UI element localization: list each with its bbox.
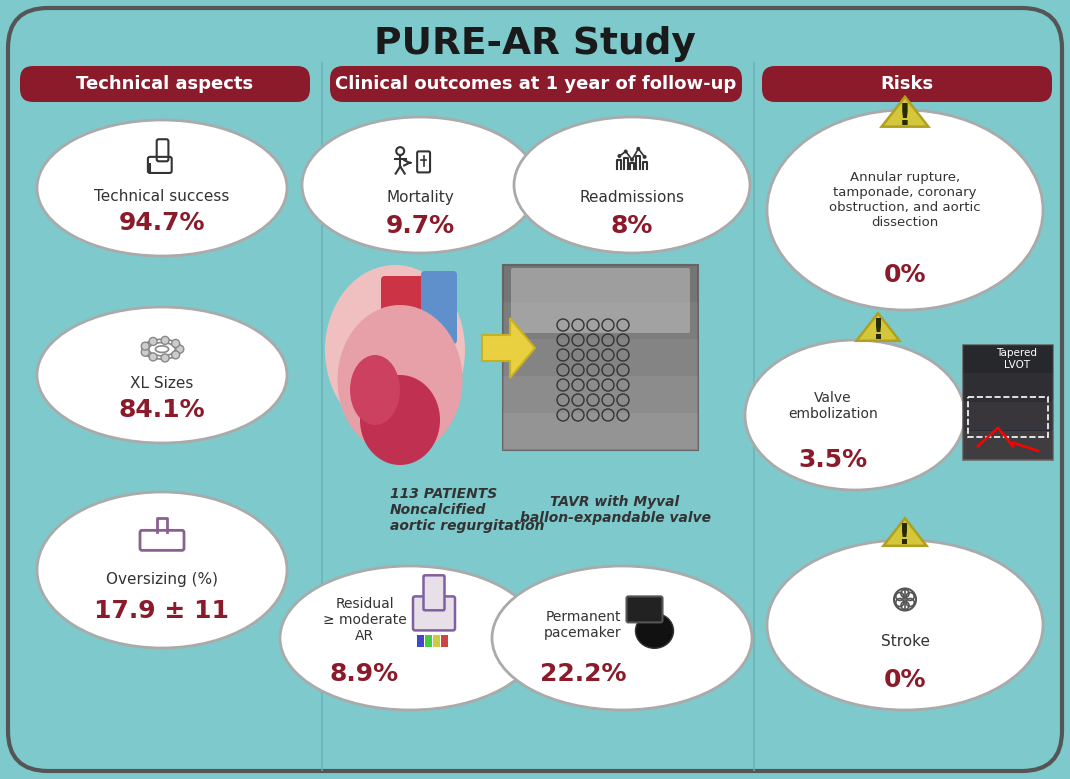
Text: TAVR with Myval
ballon-expandable valve: TAVR with Myval ballon-expandable valve [520, 495, 710, 525]
FancyBboxPatch shape [413, 597, 455, 630]
Text: 9.7%: 9.7% [385, 213, 455, 238]
Circle shape [171, 340, 180, 347]
Polygon shape [882, 97, 929, 127]
Text: Valve
embolization: Valve embolization [789, 391, 877, 421]
Text: !: ! [898, 102, 912, 131]
FancyBboxPatch shape [7, 8, 1063, 771]
Ellipse shape [360, 375, 440, 465]
Text: Risks: Risks [881, 75, 933, 93]
Text: Clinical outcomes at 1 year of follow-up: Clinical outcomes at 1 year of follow-up [335, 75, 736, 93]
Text: Mortality: Mortality [386, 190, 454, 205]
Circle shape [149, 337, 157, 345]
Circle shape [643, 156, 646, 158]
FancyBboxPatch shape [381, 276, 424, 364]
Ellipse shape [636, 613, 673, 648]
FancyBboxPatch shape [963, 402, 1053, 430]
Ellipse shape [745, 340, 965, 490]
Text: Technical aspects: Technical aspects [76, 75, 254, 93]
FancyBboxPatch shape [963, 373, 1053, 401]
Text: 8.9%: 8.9% [330, 662, 399, 686]
Ellipse shape [492, 566, 752, 710]
FancyBboxPatch shape [503, 265, 698, 302]
Circle shape [162, 354, 169, 362]
Text: 3.5%: 3.5% [798, 448, 868, 472]
FancyBboxPatch shape [425, 635, 432, 647]
Text: 94.7%: 94.7% [119, 211, 205, 235]
FancyBboxPatch shape [330, 66, 742, 102]
Circle shape [141, 342, 149, 350]
Text: Residual
≥ moderate
AR: Residual ≥ moderate AR [323, 597, 407, 643]
Text: Tapered
LVOT: Tapered LVOT [996, 348, 1038, 369]
FancyBboxPatch shape [762, 66, 1052, 102]
FancyBboxPatch shape [963, 345, 1053, 460]
Circle shape [618, 155, 621, 157]
FancyBboxPatch shape [20, 66, 310, 102]
Polygon shape [482, 318, 535, 378]
Polygon shape [884, 518, 927, 546]
FancyBboxPatch shape [963, 345, 1053, 373]
FancyBboxPatch shape [441, 635, 448, 647]
Ellipse shape [767, 110, 1043, 310]
FancyBboxPatch shape [503, 302, 698, 339]
Text: Stroke: Stroke [881, 635, 930, 650]
Circle shape [625, 150, 627, 153]
FancyBboxPatch shape [627, 597, 662, 622]
Circle shape [162, 337, 169, 344]
Ellipse shape [302, 117, 538, 253]
Text: 17.9 ± 11: 17.9 ± 11 [94, 598, 229, 622]
Text: PURE-AR Study: PURE-AR Study [374, 26, 696, 62]
Text: 113 PATIENTS
Noncalcified
aortic regurgitation: 113 PATIENTS Noncalcified aortic regurgi… [389, 487, 545, 533]
FancyBboxPatch shape [421, 271, 457, 344]
Circle shape [149, 353, 157, 361]
Ellipse shape [37, 492, 287, 648]
FancyBboxPatch shape [503, 265, 698, 450]
Circle shape [141, 348, 149, 356]
Ellipse shape [325, 265, 465, 435]
Circle shape [171, 351, 180, 359]
Text: Technical success: Technical success [94, 189, 230, 203]
FancyBboxPatch shape [424, 576, 444, 610]
FancyBboxPatch shape [503, 413, 698, 450]
FancyBboxPatch shape [503, 376, 698, 413]
Circle shape [175, 345, 184, 353]
Text: 0%: 0% [884, 263, 927, 287]
Ellipse shape [514, 117, 750, 253]
FancyBboxPatch shape [417, 635, 424, 647]
Text: Oversizing (%): Oversizing (%) [106, 572, 218, 587]
Polygon shape [856, 313, 900, 340]
Ellipse shape [280, 566, 540, 710]
Text: Annular rupture,
tamponade, coronary
obstruction, and aortic
dissection: Annular rupture, tamponade, coronary obs… [829, 171, 981, 229]
Text: 0%: 0% [884, 668, 927, 693]
Text: XL Sizes: XL Sizes [131, 375, 194, 390]
Text: 8%: 8% [611, 213, 653, 238]
Text: Readmissions: Readmissions [580, 190, 685, 205]
Circle shape [630, 158, 633, 160]
Text: !: ! [871, 317, 885, 345]
FancyBboxPatch shape [511, 268, 690, 333]
Text: Permanent
pacemaker: Permanent pacemaker [545, 610, 622, 640]
FancyBboxPatch shape [963, 431, 1053, 459]
Ellipse shape [350, 355, 400, 425]
FancyBboxPatch shape [503, 339, 698, 376]
Circle shape [637, 147, 640, 150]
Ellipse shape [37, 120, 287, 256]
FancyBboxPatch shape [433, 635, 440, 647]
Ellipse shape [337, 305, 462, 455]
Ellipse shape [767, 540, 1043, 710]
Ellipse shape [37, 307, 287, 443]
Text: !: ! [899, 522, 912, 550]
Text: 22.2%: 22.2% [539, 662, 626, 686]
Text: 84.1%: 84.1% [119, 398, 205, 422]
